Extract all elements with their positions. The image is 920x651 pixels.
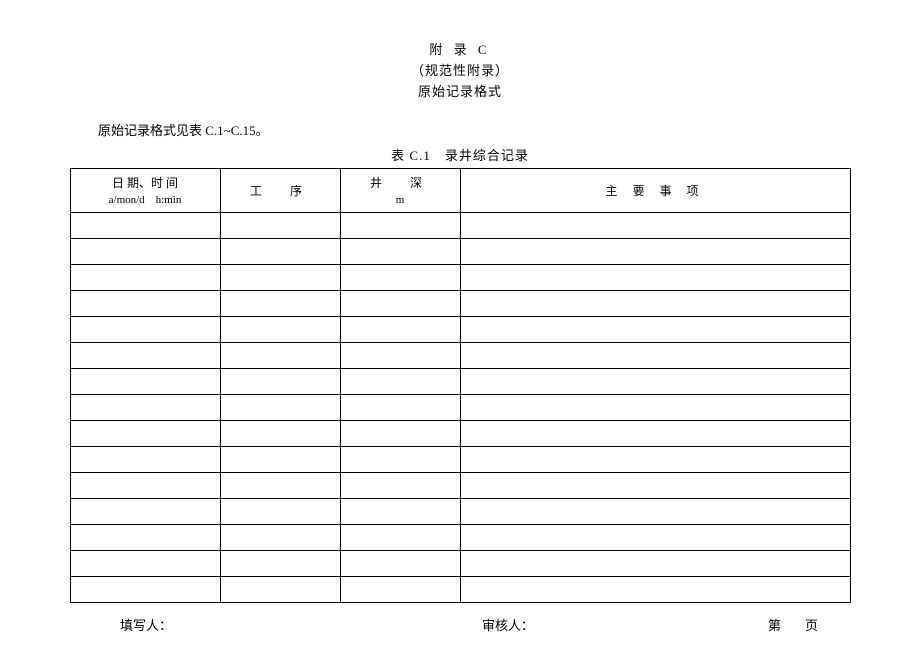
table-row [70,447,850,473]
table-cell [70,395,220,421]
table-cell [460,395,850,421]
table-cell [460,213,850,239]
footer-spacer-1 [172,615,482,634]
col-header-date-line1: 日 期、时 间 [75,174,216,192]
table-cell [460,421,850,447]
appendix-title: 附 录 C [60,40,860,61]
document-header: 附 录 C （规范性附录） 原始记录格式 [60,40,860,102]
table-cell [340,317,460,343]
table-cell [220,525,340,551]
reviewer-label: 审核人： [482,615,534,634]
table-cell [460,447,850,473]
table-cell [340,473,460,499]
table-cell [340,213,460,239]
record-table: 日 期、时 间 a/mon/d h:min 工 序 井 深 m 主 要 事 项 [70,168,851,603]
table-cell [460,577,850,603]
table-row [70,421,850,447]
table-cell [220,473,340,499]
table-row [70,551,850,577]
table-cell [460,265,850,291]
table-cell [70,551,220,577]
table-cell [340,265,460,291]
col-header-date: 日 期、时 间 a/mon/d h:min [70,169,220,213]
table-row [70,369,850,395]
table-row [70,499,850,525]
table-cell [340,525,460,551]
table-cell [460,551,850,577]
table-cell [70,369,220,395]
table-row [70,525,850,551]
table-cell [340,577,460,603]
table-cell [70,473,220,499]
table-header-row: 日 期、时 间 a/mon/d h:min 工 序 井 深 m 主 要 事 项 [70,169,850,213]
table-cell [340,499,460,525]
table-cell [220,395,340,421]
table-cell [70,343,220,369]
table-cell [220,421,340,447]
table-cell [460,499,850,525]
doc-title: 原始记录格式 [60,82,860,103]
table-cell [220,551,340,577]
table-cell [340,369,460,395]
table-cell [70,525,220,551]
col-header-depth-line2: m [345,192,456,209]
table-cell [340,291,460,317]
table-row [70,291,850,317]
col-header-date-line2: a/mon/d h:min [75,192,216,209]
table-cell [460,239,850,265]
table-cell [220,369,340,395]
table-cell [220,343,340,369]
filler-label: 填写人： [120,615,172,634]
table-row [70,343,850,369]
table-cell [220,291,340,317]
table-cell [460,317,850,343]
table-cell [220,213,340,239]
table-row [70,395,850,421]
table-row [70,317,850,343]
col-header-notes: 主 要 事 项 [460,169,850,213]
table-caption: 表 C.1 录井综合记录 [60,145,860,164]
table-cell [460,369,850,395]
table-cell [340,395,460,421]
table-cell [220,265,340,291]
table-cell [340,343,460,369]
table-cell [70,291,220,317]
table-cell [220,577,340,603]
table-cell [220,499,340,525]
table-row [70,577,850,603]
table-row [70,265,850,291]
col-header-depth-line1: 井 深 [345,174,456,192]
table-cell [460,525,850,551]
table-cell [460,473,850,499]
footer-line: 填写人： 审核人： 第页 [70,615,850,634]
table-cell [70,447,220,473]
table-cell [70,213,220,239]
table-cell [340,551,460,577]
table-cell [70,239,220,265]
table-row [70,239,850,265]
table-row [70,213,850,239]
footer-spacer-2 [534,615,768,634]
table-cell [340,447,460,473]
appendix-type: （规范性附录） [60,61,860,82]
table-cell [340,239,460,265]
col-header-depth: 井 深 m [340,169,460,213]
table-cell [340,421,460,447]
col-header-process: 工 序 [220,169,340,213]
table-body [70,213,850,603]
intro-text: 原始记录格式见表 C.1~C.15。 [60,120,860,139]
table-cell [220,317,340,343]
table-cell [70,421,220,447]
page-number-label: 第页 [768,615,850,634]
table-cell [70,499,220,525]
table-cell [70,317,220,343]
table-cell [460,291,850,317]
table-row [70,473,850,499]
table-cell [220,447,340,473]
table-cell [70,577,220,603]
table-cell [220,239,340,265]
table-cell [460,343,850,369]
table-cell [70,265,220,291]
